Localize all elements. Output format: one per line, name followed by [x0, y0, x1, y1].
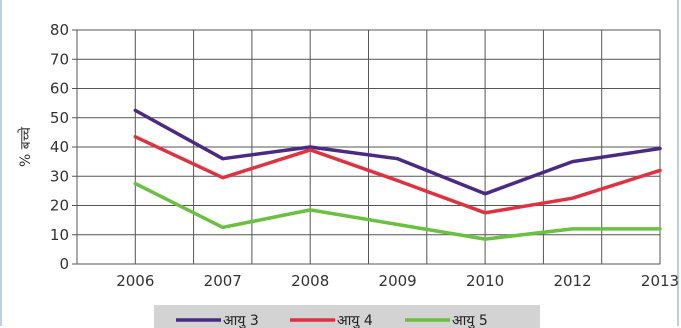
x-axis-ticks: 2006 2007 2008 2009 2010 2012 2013: [116, 272, 679, 290]
legend-label-2: आयु 4: [337, 313, 373, 328]
y-tick-label: 70: [50, 50, 69, 68]
x-tick-label: 2008: [291, 272, 329, 290]
y-tick-label: 40: [50, 138, 69, 156]
y-tick-label: 10: [50, 226, 69, 244]
y-tick-label: 0: [59, 255, 69, 273]
series-lines: [133, 108, 662, 241]
series-line-2: [133, 135, 662, 215]
y-axis-label: % बच्चे: [17, 126, 34, 167]
x-tick-label: 2006: [116, 272, 154, 290]
legend: आयु 3 आयु 4 आयु 5: [176, 313, 488, 328]
y-tick-label: 80: [50, 21, 69, 39]
legend-box: [154, 305, 540, 328]
y-tick-label: 60: [50, 80, 69, 98]
x-tick-label: 2012: [553, 272, 591, 290]
x-tick-label: 2007: [204, 272, 242, 290]
y-axis-ticks: 0 10 20 30 40 50 60 70 80: [50, 21, 77, 273]
y-tick-label: 50: [50, 109, 69, 127]
y-tick-label: 20: [50, 197, 69, 215]
series-line-3: [133, 181, 662, 241]
x-tick-label: 2010: [466, 272, 504, 290]
legend-label-3: आयु 5: [452, 313, 488, 328]
y-tick-label: 30: [50, 167, 69, 185]
legend-label-1: आयु 3: [223, 313, 259, 328]
x-tick-label: 2013: [641, 272, 679, 290]
x-tick-label: 2009: [379, 272, 417, 290]
series-line-1: [133, 108, 662, 196]
